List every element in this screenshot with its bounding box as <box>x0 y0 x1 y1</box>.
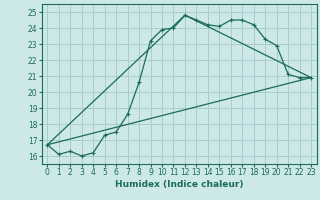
X-axis label: Humidex (Indice chaleur): Humidex (Indice chaleur) <box>115 180 244 189</box>
